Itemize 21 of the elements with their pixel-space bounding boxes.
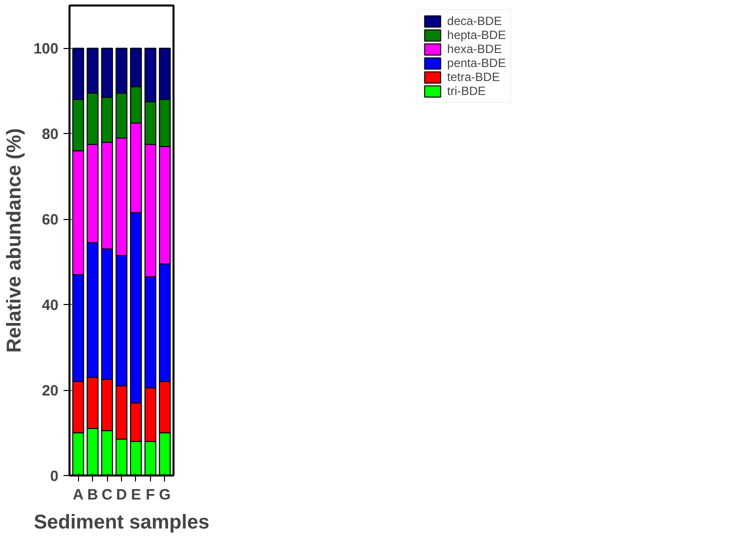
legend-label: tri-BDE — [447, 84, 486, 98]
legend-label: deca-BDE — [447, 14, 502, 28]
x-tick-label: A — [72, 486, 84, 504]
legend-label: tetra-BDE — [447, 70, 500, 84]
y-tick-label: 60 — [42, 212, 59, 229]
x-axis-title: Sediment samples — [34, 512, 210, 534]
y-axis-title: Relative abundance (%) — [3, 128, 26, 353]
legend-label: hexa-BDE — [447, 42, 502, 56]
y-tick-label: 100 — [33, 40, 59, 58]
legend-label: hepta-BDE — [447, 28, 506, 42]
legend-label: penta-BDE — [447, 56, 506, 70]
x-tick-label: C — [102, 486, 113, 504]
y-tick-label: 80 — [42, 126, 59, 144]
y-tick-label: 0 — [50, 468, 58, 485]
x-tick-label: B — [87, 486, 98, 504]
x-tick-label: G — [159, 486, 171, 504]
x-tick-label: D — [116, 486, 128, 504]
y-tick-label: 40 — [42, 297, 59, 314]
x-tick-label: F — [146, 486, 155, 504]
x-tick-label: E — [130, 486, 141, 504]
y-tick-label: 20 — [42, 382, 59, 400]
